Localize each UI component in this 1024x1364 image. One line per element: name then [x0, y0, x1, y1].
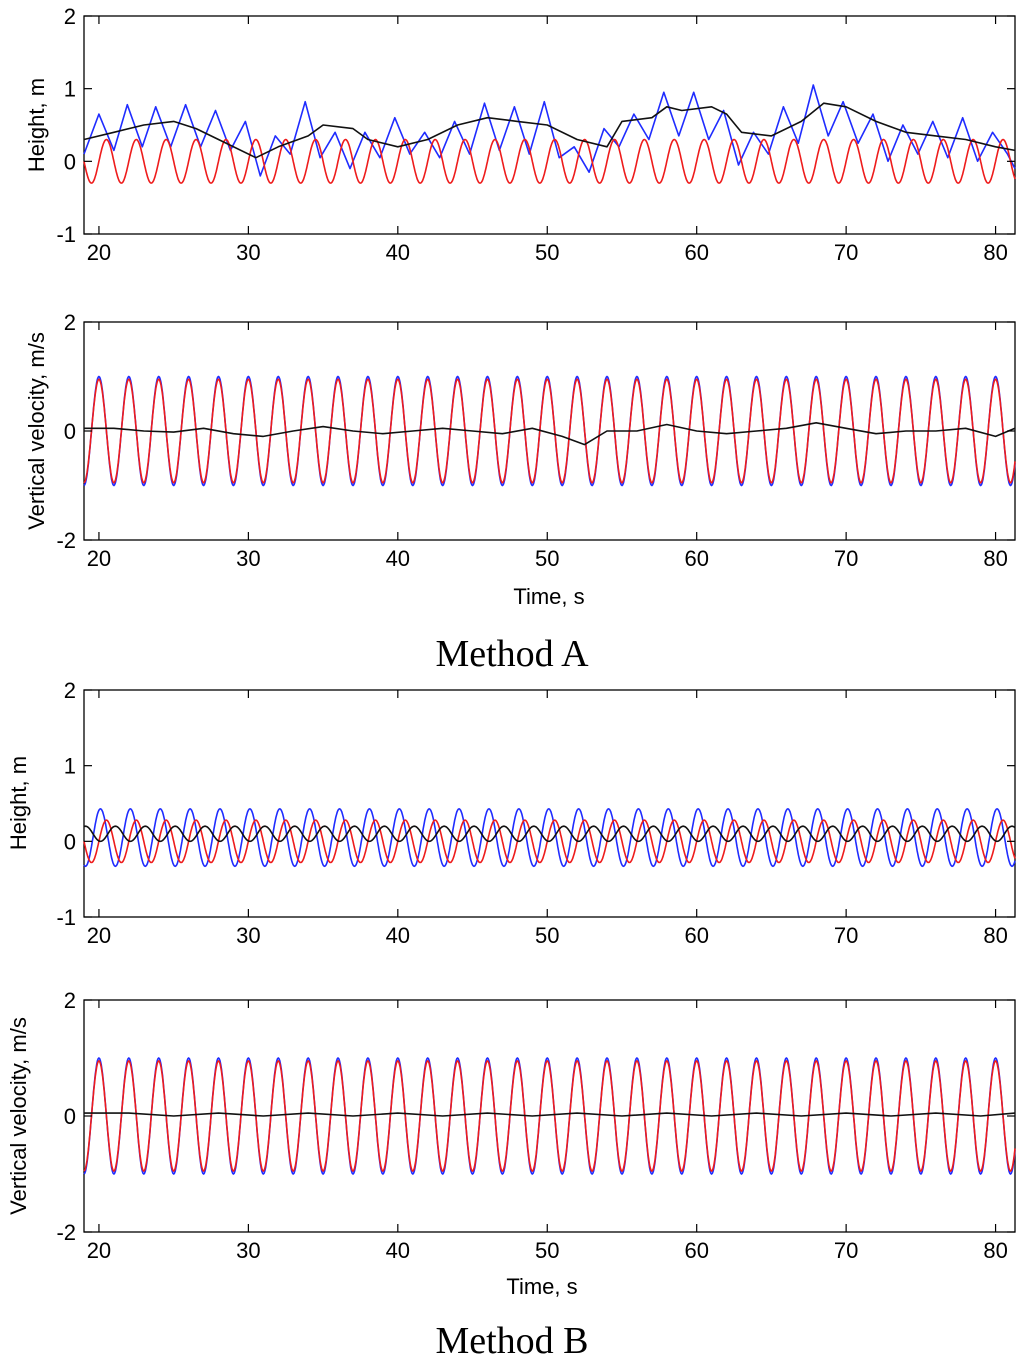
series-line-measured [83, 84, 1016, 177]
x-tick-label: 50 [535, 1238, 559, 1263]
x-tick-label: 60 [684, 546, 708, 571]
x-tick-label: 30 [236, 240, 260, 265]
x-tick-label: 40 [386, 546, 410, 571]
series-line-measured [83, 808, 1016, 868]
plot-frame [83, 999, 1016, 1233]
x-tick-label: 50 [535, 240, 559, 265]
x-tick-label: 70 [834, 923, 858, 948]
x-tick-label: 40 [386, 1238, 410, 1263]
y-tick-label: 2 [64, 988, 76, 1013]
series-line-reference [83, 819, 1016, 864]
x-tick-label: 50 [535, 546, 559, 571]
y-tick-label: 0 [64, 829, 76, 854]
x-tick-label: 40 [386, 240, 410, 265]
x-tick-label: 60 [684, 923, 708, 948]
y-tick-label: 1 [64, 754, 76, 779]
series-line-reference [83, 138, 1016, 184]
series-line-difference [84, 1112, 1016, 1117]
x-tick-label: 80 [983, 546, 1007, 571]
y-tick-label: 1 [64, 77, 76, 102]
x-tick-label: 20 [87, 1238, 111, 1263]
x-tick-label: 60 [684, 240, 708, 265]
series-line-reference [83, 378, 1016, 484]
y-tick-label: 2 [64, 4, 76, 29]
method-a-height-panel: 20 30 40 50 60 70 80 -1 0 1 2 Height, m [24, 4, 1016, 265]
y-tick-label: -1 [56, 222, 76, 247]
method-b-velocity-panel: 20 30 40 50 60 70 80 -2 0 2 Vertical velocity, m/… [6, 988, 1016, 1299]
series-layer [83, 1057, 1016, 1175]
series-line-difference [84, 422, 1016, 446]
plot-frame [83, 689, 1016, 918]
y-tick-label: -2 [56, 528, 76, 553]
ticks-layer: 20 30 40 50 60 70 80 -2 0 2 [56, 310, 1015, 571]
y-axis-label: Vertical velocity, m/s [6, 1017, 31, 1215]
x-tick-label: 80 [983, 1238, 1007, 1263]
x-tick-label: 50 [535, 923, 559, 948]
y-axis-label: Vertical velocity, m/s [24, 332, 49, 530]
y-axis-label: Height, m [24, 78, 49, 172]
y-tick-label: -2 [56, 1220, 76, 1245]
x-tick-label: 30 [236, 923, 260, 948]
series-layer [83, 84, 1016, 184]
y-tick-label: 2 [64, 678, 76, 703]
x-tick-label: 30 [236, 546, 260, 571]
x-tick-label: 70 [834, 1238, 858, 1263]
x-tick-label: 20 [87, 923, 111, 948]
x-tick-label: 80 [983, 923, 1007, 948]
plot-frame [83, 321, 1016, 541]
method-b-caption: Method B [435, 1320, 588, 1362]
x-tick-label: 20 [87, 240, 111, 265]
series-line-measured [83, 1057, 1016, 1175]
y-tick-label: 0 [64, 149, 76, 174]
x-tick-label: 70 [834, 240, 858, 265]
y-axis-label: Height, m [6, 756, 31, 850]
y-tick-label: -1 [56, 905, 76, 930]
series-line-reference [83, 1060, 1016, 1172]
series-layer [83, 808, 1016, 868]
x-tick-label: 80 [983, 240, 1007, 265]
ticks-layer: 20 30 40 50 60 70 80 -1 0 1 2 [56, 4, 1015, 265]
x-tick-label: 40 [386, 923, 410, 948]
series-line-measured [83, 375, 1016, 487]
method-b-height-panel: 20 30 40 50 60 70 80 -1 0 1 2 Height, m [6, 678, 1016, 948]
series-line-difference [83, 825, 1016, 843]
x-tick-label: 70 [834, 546, 858, 571]
ticks-layer: 20 30 40 50 60 70 80 -1 0 1 2 [56, 678, 1015, 948]
x-tick-label: 20 [87, 546, 111, 571]
series-line-difference [83, 102, 1016, 159]
x-axis-label: Time, s [506, 1274, 577, 1299]
plot-frame [83, 15, 1016, 235]
ticks-layer: 20 30 40 50 60 70 80 -2 0 2 [56, 988, 1015, 1263]
y-tick-label: 0 [64, 1104, 76, 1129]
x-tick-label: 60 [684, 1238, 708, 1263]
series-layer [83, 375, 1016, 487]
y-tick-label: 2 [64, 310, 76, 335]
method-a-caption: Method A [435, 633, 589, 675]
x-axis-label: Time, s [513, 584, 584, 609]
y-tick-label: 0 [64, 419, 76, 444]
method-a-velocity-panel: 20 30 40 50 60 70 80 -2 0 2 Vertical velocity, m/… [24, 310, 1016, 609]
x-tick-label: 30 [236, 1238, 260, 1263]
